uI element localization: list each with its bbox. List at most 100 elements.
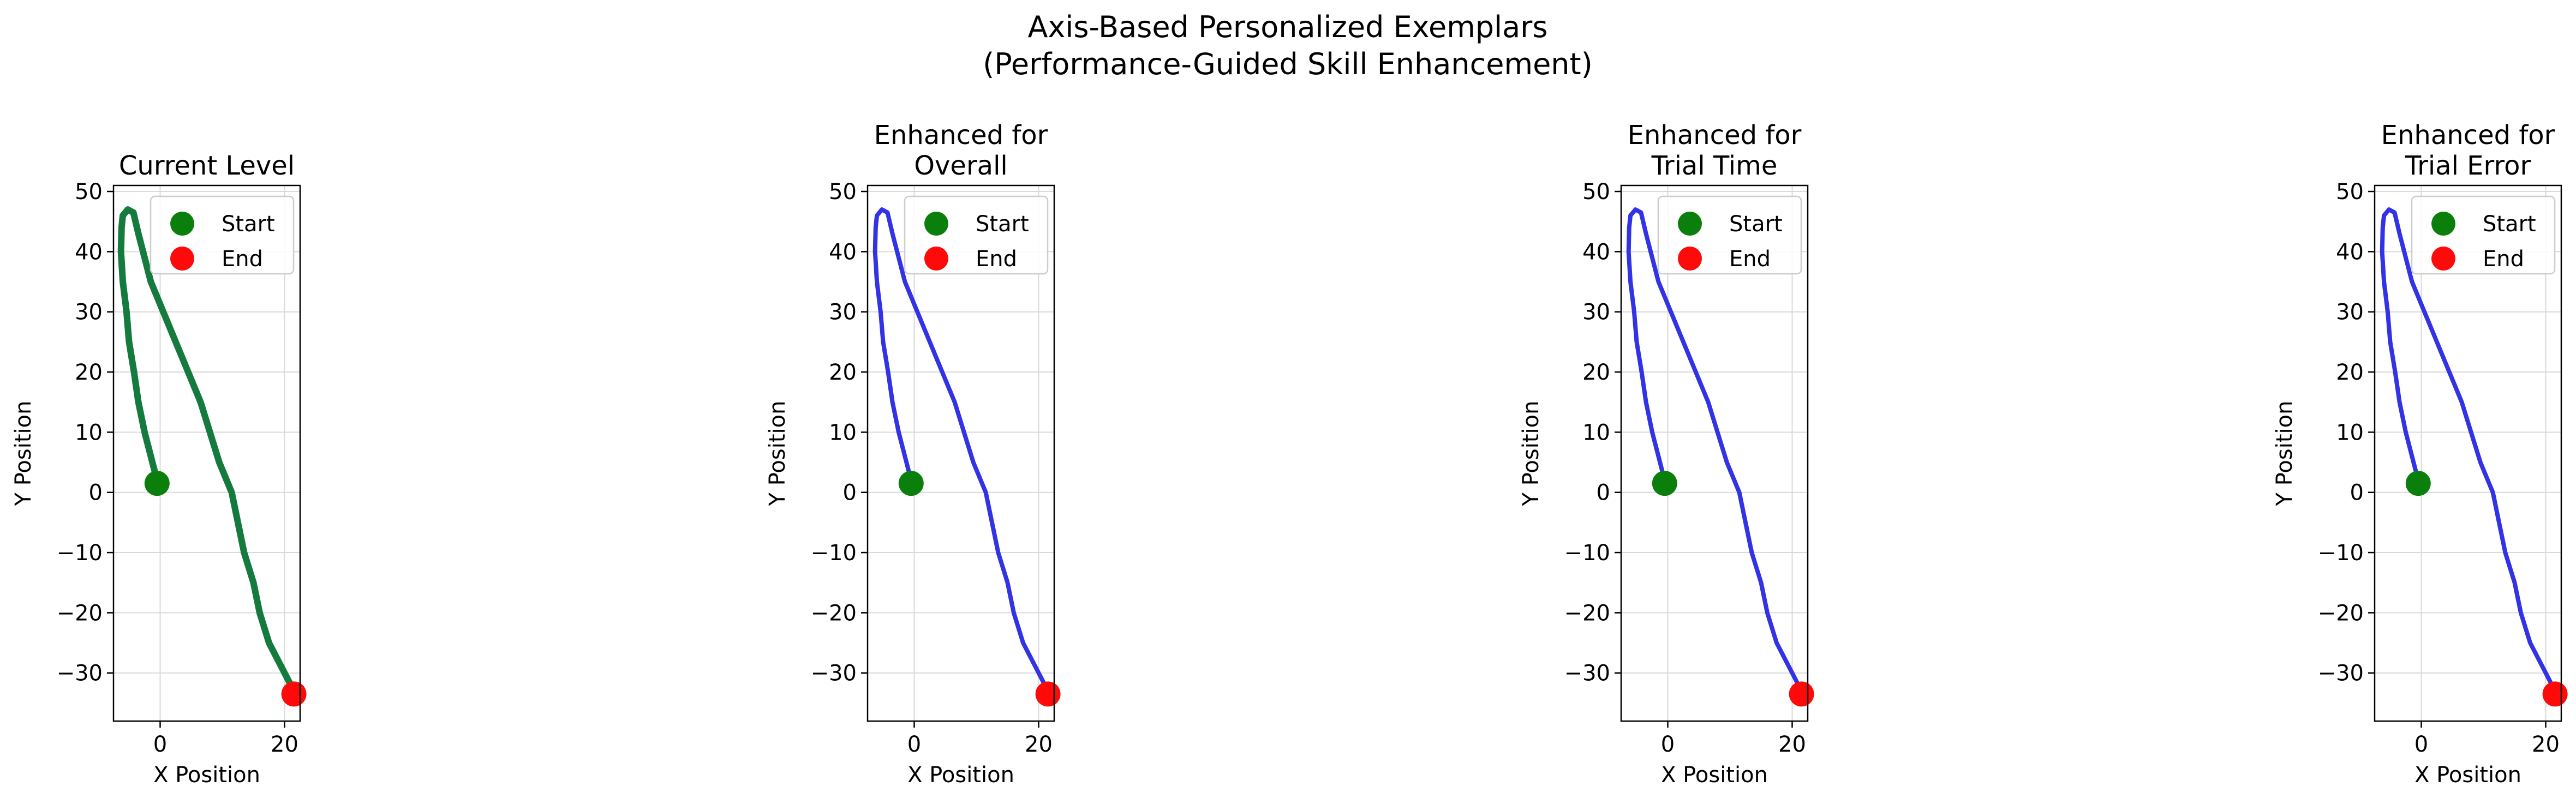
subplot-title: Trial Error bbox=[2405, 151, 2531, 181]
subplot-title: Trial Time bbox=[1651, 151, 1778, 181]
y-tick-label: −10 bbox=[57, 541, 103, 566]
legend-marker-end bbox=[1678, 247, 1702, 271]
legend-label-end: End bbox=[2483, 247, 2524, 272]
trajectory-line bbox=[2380, 207, 2561, 699]
end-point bbox=[1035, 681, 1061, 707]
y-tick-label: −30 bbox=[1564, 661, 1610, 686]
y-tick-label: −20 bbox=[1564, 601, 1610, 626]
y-tick-label: 30 bbox=[1582, 300, 1610, 325]
subplot-3: 0 20 −30 −20 −10 0 10 20 30 40 50 X Position Y Posit… bbox=[1519, 120, 1814, 788]
y-tick-label: 50 bbox=[1582, 179, 1610, 205]
x-axis-label: X Position bbox=[2414, 763, 2521, 788]
legend-label-start: Start bbox=[976, 212, 1029, 237]
y-tick-label: 10 bbox=[75, 420, 103, 445]
y-tick-label: 50 bbox=[829, 179, 857, 205]
legend-marker-start bbox=[2431, 212, 2455, 236]
x-tick-label: 20 bbox=[2532, 732, 2560, 757]
start-point bbox=[898, 471, 924, 496]
y-tick-label: 40 bbox=[829, 239, 857, 265]
x-axis-label: X Position bbox=[153, 763, 260, 788]
y-tick-label: −10 bbox=[1564, 541, 1610, 566]
y-tick-label: 0 bbox=[89, 481, 103, 506]
y-tick-label: 30 bbox=[75, 300, 103, 325]
legend: Start End bbox=[150, 195, 295, 275]
legend-marker-start bbox=[170, 212, 194, 236]
axes-frame bbox=[1620, 184, 1809, 722]
axes-frame bbox=[866, 184, 1055, 722]
x-tick-label: 20 bbox=[271, 732, 298, 757]
y-tick-label: 50 bbox=[75, 179, 103, 205]
y-tick-label: 10 bbox=[1582, 420, 1610, 445]
x-tick-label: 0 bbox=[907, 732, 921, 757]
x-tick-label: 0 bbox=[2414, 732, 2428, 757]
subplot-title: Enhanced for bbox=[2381, 120, 2555, 151]
trajectory-line bbox=[117, 206, 301, 700]
x-axis-label: X Position bbox=[907, 763, 1014, 788]
axes-frame bbox=[112, 184, 301, 722]
y-tick-label: −10 bbox=[2318, 541, 2364, 566]
y-tick-label: −30 bbox=[811, 661, 857, 686]
y-tick-label: −30 bbox=[2318, 661, 2364, 686]
y-tick-label: 20 bbox=[75, 360, 103, 385]
y-tick-label: 0 bbox=[2350, 481, 2364, 506]
trajectory-line bbox=[872, 207, 1054, 699]
x-tick-label: 20 bbox=[1025, 732, 1053, 757]
legend: Start End bbox=[904, 195, 1049, 275]
legend-label-end: End bbox=[976, 247, 1017, 272]
y-tick-label: 0 bbox=[1597, 481, 1610, 506]
y-tick-label: −10 bbox=[811, 541, 857, 566]
y-tick-label: −20 bbox=[2318, 601, 2364, 626]
subplot-title: Overall bbox=[914, 151, 1008, 181]
legend-marker-end bbox=[924, 247, 948, 271]
y-tick-label: 10 bbox=[2336, 420, 2364, 445]
axes-frame bbox=[2374, 184, 2562, 722]
legend-label-end: End bbox=[1729, 247, 1771, 272]
y-tick-label: 30 bbox=[2336, 300, 2364, 325]
y-axis-label: Y Position bbox=[2272, 401, 2297, 507]
legend-label-start: Start bbox=[1729, 212, 1783, 237]
y-tick-label: −30 bbox=[57, 661, 103, 686]
figure-suptitle-line2: (Performance-Guided Skill Enhancement) bbox=[983, 47, 1593, 81]
x-tick-label: 20 bbox=[1778, 732, 1806, 757]
y-tick-label: 20 bbox=[829, 360, 857, 385]
start-point bbox=[2405, 471, 2431, 496]
legend: Start End bbox=[1657, 195, 1802, 275]
subplot-1: 0 20 −30 −20 −10 0 10 20 30 40 50 X Position Y Posit… bbox=[11, 151, 307, 788]
legend-label-end: End bbox=[222, 247, 263, 272]
legend-marker-end bbox=[170, 247, 194, 271]
y-tick-label: 40 bbox=[1582, 239, 1610, 265]
subplot-2: 0 20 −30 −20 −10 0 10 20 30 40 50 X Position Y Posit… bbox=[765, 120, 1061, 788]
y-tick-label: 40 bbox=[75, 239, 103, 265]
y-tick-label: 20 bbox=[2336, 360, 2364, 385]
legend-marker-end bbox=[2431, 247, 2455, 271]
x-tick-label: 0 bbox=[1661, 732, 1675, 757]
subplot-title: Enhanced for bbox=[1628, 120, 1802, 151]
subplot-title: Current Level bbox=[119, 151, 295, 181]
legend-label-start: Start bbox=[2483, 212, 2536, 237]
start-point bbox=[144, 471, 170, 496]
y-axis-label: Y Position bbox=[765, 401, 790, 507]
y-axis-label: Y Position bbox=[1519, 401, 1544, 507]
subplot-panels: 0 20 −30 −20 −10 0 10 20 30 40 50 X Position Y Posit… bbox=[11, 120, 2568, 788]
legend-marker-start bbox=[1678, 212, 1702, 236]
end-point bbox=[2542, 681, 2568, 707]
y-tick-label: 10 bbox=[829, 420, 857, 445]
y-tick-label: −20 bbox=[811, 601, 857, 626]
y-tick-label: 0 bbox=[843, 481, 857, 506]
y-axis-label: Y Position bbox=[11, 401, 36, 507]
y-tick-label: −20 bbox=[57, 601, 103, 626]
legend-label-start: Start bbox=[222, 212, 275, 237]
x-axis-label: X Position bbox=[1661, 763, 1768, 788]
y-tick-label: 40 bbox=[2336, 239, 2364, 265]
x-tick-label: 0 bbox=[153, 732, 167, 757]
subplot-4: 0 20 −30 −20 −10 0 10 20 30 40 50 X Position Y Posit… bbox=[2272, 120, 2568, 788]
end-point bbox=[281, 681, 307, 707]
subplot-title: Enhanced for bbox=[874, 120, 1048, 151]
figure-suptitle-line1: Axis-Based Personalized Exemplars bbox=[1027, 10, 1547, 44]
y-tick-label: 50 bbox=[2336, 179, 2364, 205]
trajectory-line bbox=[1626, 207, 1807, 699]
y-tick-label: 20 bbox=[1582, 360, 1610, 385]
start-point bbox=[1652, 471, 1677, 496]
legend: Start End bbox=[2411, 195, 2556, 275]
